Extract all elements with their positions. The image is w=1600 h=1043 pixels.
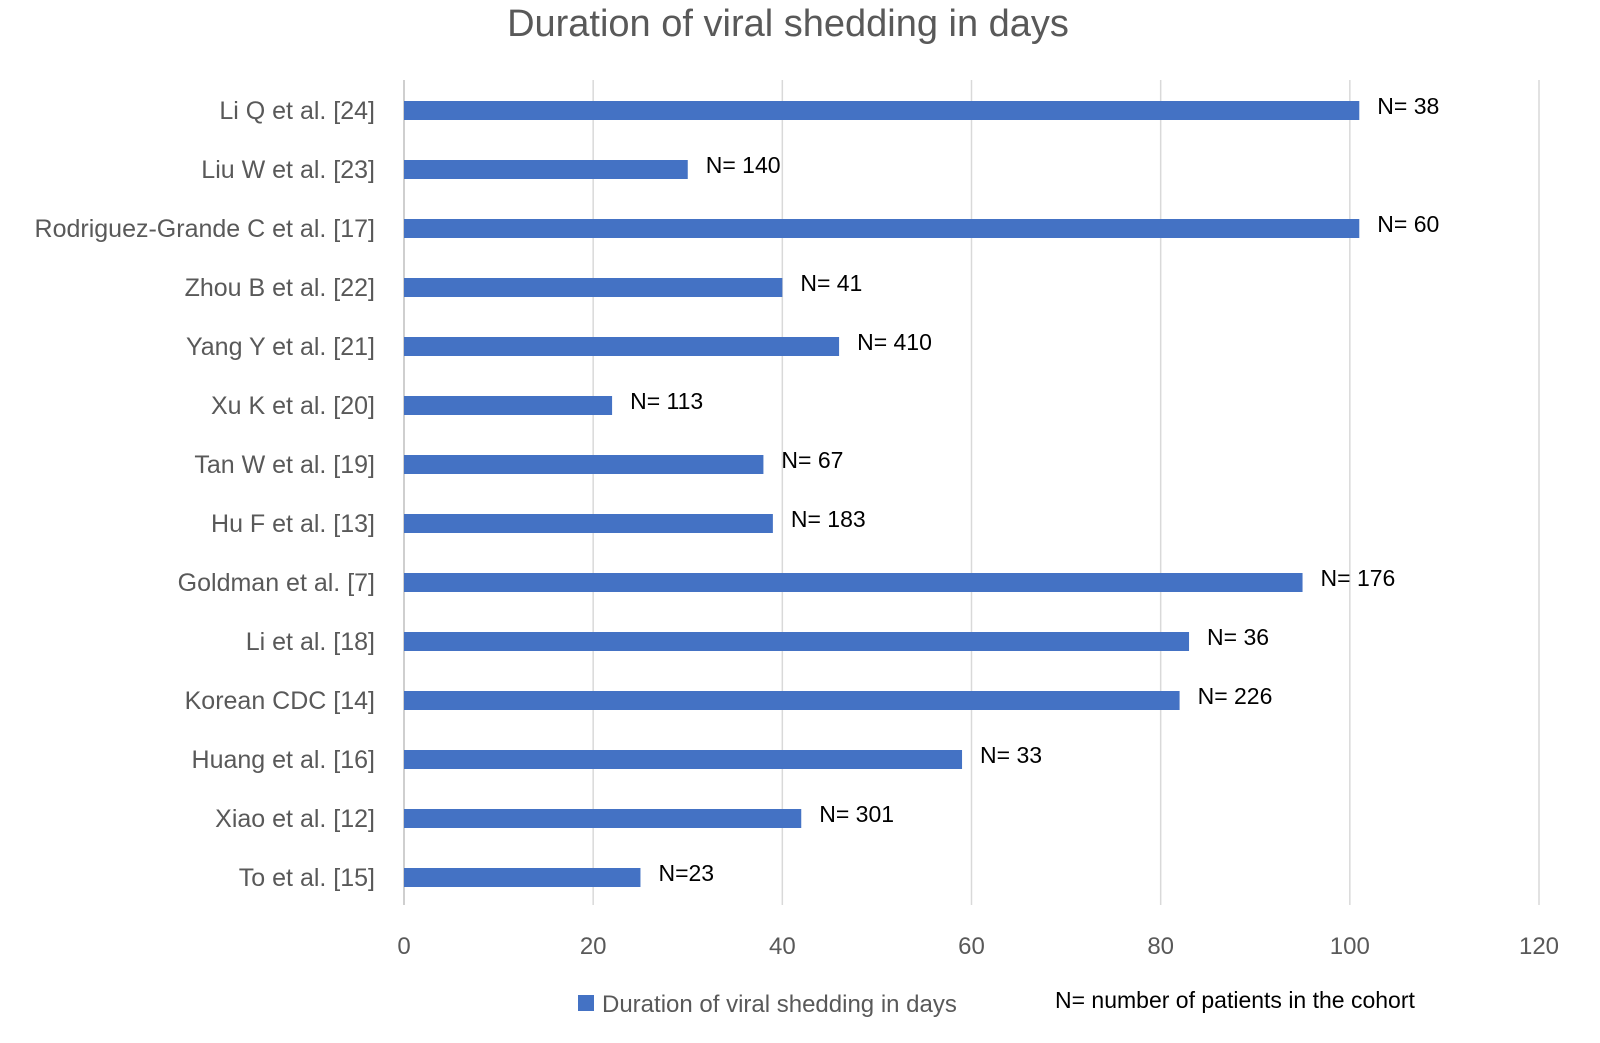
bar bbox=[404, 278, 783, 297]
bar-annotation: N= 113 bbox=[630, 388, 703, 414]
category-label: Yang Y et al. [21] bbox=[186, 333, 375, 361]
bar-annotation: N=23 bbox=[658, 860, 714, 886]
legend-note: N= number of patients in the cohort bbox=[1055, 987, 1416, 1013]
bar bbox=[404, 573, 1303, 592]
bar bbox=[404, 750, 963, 769]
category-label: Liu W et al. [23] bbox=[201, 156, 375, 184]
category-label: Xu K et al. [20] bbox=[211, 392, 375, 420]
category-label: To et al. [15] bbox=[239, 864, 375, 892]
bar-annotation: N= 33 bbox=[980, 742, 1042, 768]
bar-annotation: N= 38 bbox=[1377, 93, 1439, 119]
category-label: Hu F et al. [13] bbox=[211, 510, 375, 538]
bar-annotation: N= 41 bbox=[800, 270, 862, 296]
bar bbox=[404, 809, 802, 828]
bar bbox=[404, 514, 773, 533]
bar bbox=[404, 868, 641, 887]
bar-annotation: N= 60 bbox=[1377, 211, 1439, 237]
bar bbox=[404, 691, 1180, 710]
bar bbox=[404, 337, 840, 356]
category-label: Korean CDC [14] bbox=[185, 687, 375, 715]
x-tick-label: 40 bbox=[769, 933, 796, 960]
bar-annotation: N= 140 bbox=[706, 152, 781, 178]
chart-title: Duration of viral shedding in days bbox=[507, 3, 1069, 45]
category-label: Huang et al. [16] bbox=[192, 746, 375, 774]
x-tick-label: 80 bbox=[1147, 933, 1174, 960]
category-label: Tan W et al. [19] bbox=[194, 451, 375, 479]
bar-annotation: N= 36 bbox=[1207, 624, 1269, 650]
legend-label: Duration of viral shedding in days bbox=[602, 991, 957, 1018]
bar bbox=[404, 455, 764, 474]
category-label: Rodriguez-Grande C et al. [17] bbox=[35, 215, 375, 243]
bar-annotation: N= 226 bbox=[1198, 683, 1273, 709]
x-tick-label: 20 bbox=[580, 933, 607, 960]
bar-annotation: N= 410 bbox=[857, 329, 932, 355]
bar-annotation: N= 67 bbox=[781, 447, 843, 473]
category-label: Zhou B et al. [22] bbox=[185, 274, 375, 302]
bar-annotation: N= 301 bbox=[819, 801, 894, 827]
category-label: Li Q et al. [24] bbox=[219, 97, 375, 125]
bar bbox=[404, 219, 1360, 238]
category-label: Xiao et al. [12] bbox=[215, 805, 375, 833]
x-tick-label: 100 bbox=[1330, 933, 1370, 960]
x-tick-label: 120 bbox=[1519, 933, 1559, 960]
category-label: Goldman et al. [7] bbox=[178, 569, 375, 597]
legend-swatch bbox=[578, 995, 594, 1011]
x-tick-label: 60 bbox=[958, 933, 985, 960]
bar bbox=[404, 160, 688, 179]
category-label: Li et al. [18] bbox=[246, 628, 375, 656]
bar bbox=[404, 396, 613, 415]
bar-annotation: N= 183 bbox=[791, 506, 866, 532]
bar-annotation: N= 176 bbox=[1321, 565, 1396, 591]
bar bbox=[404, 632, 1190, 651]
x-tick-label: 0 bbox=[397, 933, 410, 960]
bar bbox=[404, 101, 1360, 120]
